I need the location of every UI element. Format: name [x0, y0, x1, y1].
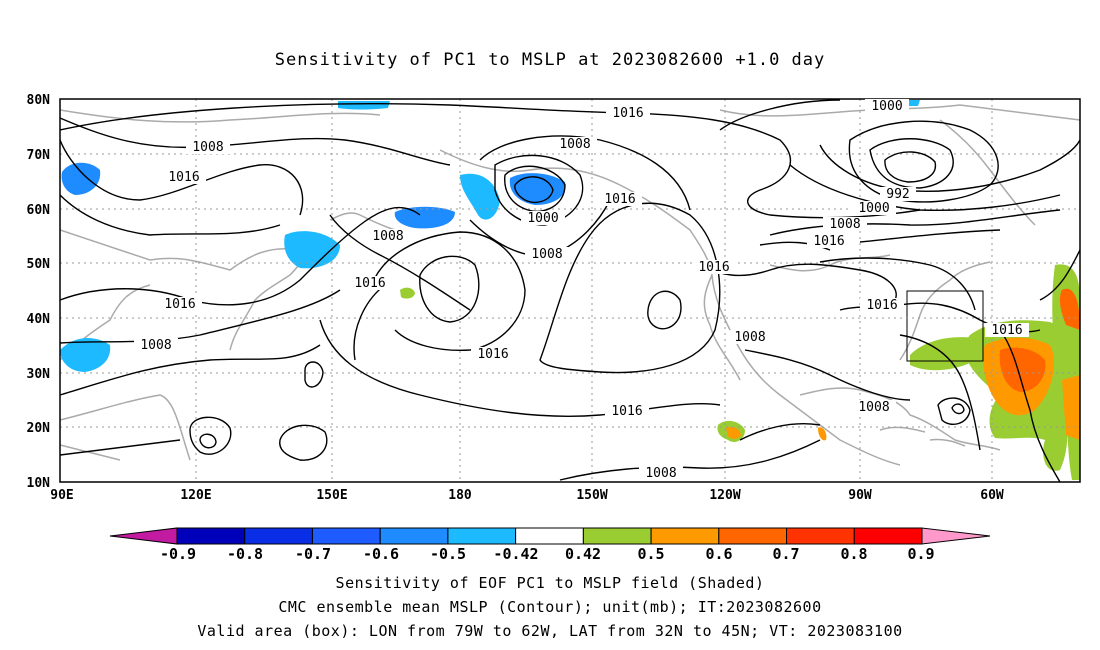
colorbar-cell — [582, 527, 652, 545]
contour-label: 1008 — [372, 229, 403, 244]
contour-label: 1000 — [858, 201, 889, 216]
contour-label: 1016 — [611, 404, 642, 419]
contour-label: 1008 — [829, 217, 860, 232]
colorbar-cell — [650, 527, 720, 545]
contour-label: 1000 — [527, 211, 558, 226]
lat-label: 60N — [27, 203, 51, 218]
lat-label: 80N — [27, 93, 51, 108]
coastlines — [60, 104, 1080, 466]
colorbar-cell — [311, 527, 381, 545]
colorbar-low-extreme — [109, 527, 178, 545]
lon-label: 150E — [316, 488, 347, 503]
lat-label: 40N — [27, 312, 51, 327]
contour-label: 1008 — [734, 330, 765, 345]
colorbar-cell — [447, 527, 517, 545]
colorbar-cell — [379, 527, 449, 545]
colorbar-cell — [718, 527, 788, 545]
caption-line-1: Sensitivity of EOF PC1 to MSLP field (Sh… — [335, 574, 765, 592]
valid-area-box — [906, 290, 984, 362]
map-border — [59, 98, 1081, 483]
lat-label: 50N — [27, 257, 51, 272]
contour-label: 1016 — [354, 276, 385, 291]
colorbar-tick: 0.8 — [840, 545, 867, 563]
lon-label: 120W — [709, 488, 740, 503]
lon-label: 90W — [848, 488, 872, 503]
lon-label: 150W — [576, 488, 607, 503]
sensitivity-shading — [60, 100, 1080, 480]
contour-label: 1008 — [140, 338, 171, 353]
map-title: Sensitivity of PC1 to MSLP at 2023082600… — [274, 50, 826, 70]
contour-label: 1008 — [645, 466, 676, 481]
lat-label: 30N — [27, 367, 51, 382]
colorbar-cell — [515, 527, 584, 545]
colorbar-tick: -0.42 — [493, 545, 538, 563]
contour-label: 1016 — [866, 298, 897, 313]
colorbar-tick: -0.6 — [363, 545, 399, 563]
lon-label: 180 — [448, 488, 472, 503]
caption-line-3: Valid area (box): LON from 79W to 62W, L… — [197, 622, 903, 640]
lat-label: 20N — [27, 421, 51, 436]
colorbar-tick: 0.6 — [705, 545, 732, 563]
contour-label: 1000 — [871, 99, 902, 114]
lon-label: 120E — [180, 488, 211, 503]
colorbar — [109, 527, 991, 545]
lon-axis-labels: 90E 120E 150E 180 150W 120W 90W 60W — [50, 488, 1004, 503]
lon-label: 60W — [980, 488, 1004, 503]
colorbar-tick: 0.7 — [772, 545, 799, 563]
contour-label-group: 1016 1000 1008 1016 1008 1016 992 1000 1… — [134, 99, 1029, 481]
lat-axis-labels: 80N 70N 60N 50N 40N 30N 20N 10N — [27, 93, 51, 491]
contour-label: 1016 — [612, 106, 643, 121]
contour-label: 1016 — [604, 192, 635, 207]
contour-label: 1016 — [991, 323, 1022, 338]
lon-label: 90E — [50, 488, 73, 503]
contour-label: 992 — [886, 187, 909, 202]
colorbar-cell — [853, 527, 923, 545]
colorbar-tick-labels: -0.9 -0.8 -0.7 -0.6 -0.5 -0.42 0.42 0.5 … — [160, 545, 935, 563]
contour-label: 1008 — [559, 137, 590, 152]
contour-label: 1008 — [192, 140, 223, 155]
colorbar-cell — [176, 527, 246, 545]
lat-label: 70N — [27, 148, 51, 163]
contour-label: 1016 — [168, 170, 199, 185]
contour-label: 1016 — [164, 297, 195, 312]
contour-label: 1008 — [531, 247, 562, 262]
contour-label: 1016 — [698, 260, 729, 275]
colorbar-tick: 0.42 — [565, 545, 601, 563]
colorbar-tick: -0.7 — [295, 545, 331, 563]
colorbar-tick: -0.9 — [160, 545, 196, 563]
colorbar-cell — [786, 527, 855, 545]
contour-label: 1008 — [858, 400, 889, 415]
colorbar-tick: -0.5 — [430, 545, 466, 563]
caption-line-2: CMC ensemble mean MSLP (Contour); unit(m… — [278, 598, 822, 616]
colorbar-high-extreme — [921, 527, 991, 545]
colorbar-tick: 0.9 — [907, 545, 934, 563]
contour-label: 1016 — [477, 347, 508, 362]
colorbar-tick: -0.8 — [227, 545, 263, 563]
contour-label: 1016 — [813, 234, 844, 249]
lat-label: 10N — [27, 476, 51, 491]
colorbar-tick: 0.5 — [637, 545, 664, 563]
colorbar-cell — [244, 527, 313, 545]
